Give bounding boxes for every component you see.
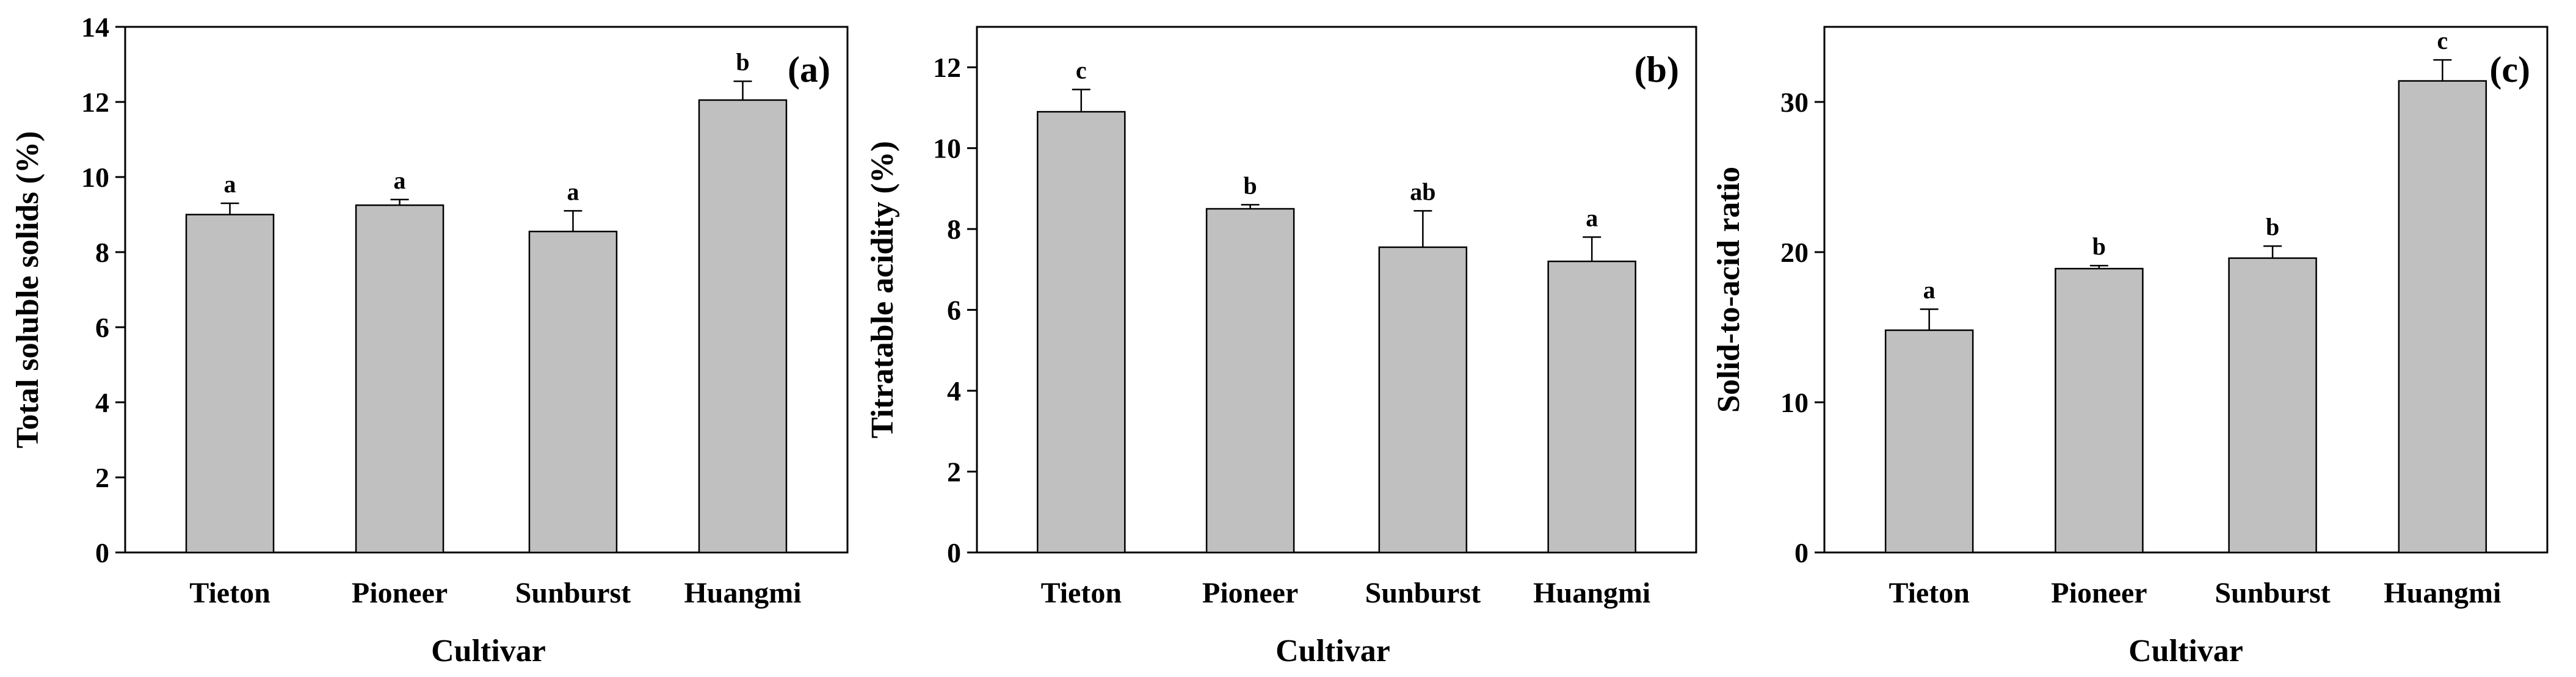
x-tick-label: Sunburst xyxy=(515,577,631,609)
bar-tieton xyxy=(185,214,275,554)
significance-label: a xyxy=(1586,204,1598,231)
plot-frame xyxy=(1823,26,2549,554)
significance-label: a xyxy=(394,167,406,194)
significance-label: b xyxy=(1244,172,1257,199)
bar-tieton xyxy=(1884,329,1974,554)
y-axis-title: Titratable acidity (%) xyxy=(865,141,900,438)
x-tick-label: Sunburst xyxy=(1365,577,1481,609)
plot-frame xyxy=(124,26,849,554)
x-tick-label: Sunburst xyxy=(2215,577,2330,609)
y-tick-label: 12 xyxy=(933,52,961,83)
x-axis-title: Cultivar xyxy=(2128,634,2243,668)
x-tick-label: Tieton xyxy=(1888,577,1969,609)
x-tick-label: Pioneer xyxy=(352,577,448,609)
y-tick-label: 2 xyxy=(947,457,961,488)
significance-label: b xyxy=(736,48,749,76)
significance-label: b xyxy=(2266,213,2279,241)
chart-panel-1: 0 2 4 6 8 10 12 14 a Tieton a Pioneer a Sunburst b Huan… xyxy=(10,12,849,668)
bar-huangmi xyxy=(1547,260,1636,554)
bar-huangmi xyxy=(2398,80,2487,554)
y-tick-label: 10 xyxy=(81,162,109,193)
y-tick-label: 6 xyxy=(947,295,961,326)
y-tick-label: 10 xyxy=(1780,387,1809,418)
bar-sunburst xyxy=(528,230,618,554)
x-tick-label: Pioneer xyxy=(1202,577,1298,609)
x-axis-title: Cultivar xyxy=(1275,634,1390,668)
bar-sunburst xyxy=(2228,257,2317,554)
x-tick-label: Huangmi xyxy=(1533,577,1650,609)
panel-label: (a) xyxy=(788,49,830,90)
significance-label: c xyxy=(2437,27,2448,54)
y-tick-label: 0 xyxy=(95,537,109,568)
y-axis-title: Total soluble solids (%) xyxy=(10,131,45,449)
significance-label: c xyxy=(1076,57,1087,84)
y-tick-label: 8 xyxy=(95,237,109,268)
significance-label: a xyxy=(567,178,579,205)
x-tick-label: Huangmi xyxy=(2384,577,2501,609)
significance-label: b xyxy=(2092,233,2106,260)
significance-label: a xyxy=(224,170,236,198)
y-tick-label: 12 xyxy=(81,87,109,118)
chart-panel-2: 0 2 4 6 8 10 12 c Tieton b Pioneer ab Sunburst a Huang… xyxy=(865,26,1697,668)
y-tick-label: 4 xyxy=(947,375,961,407)
y-axis-title: Solid-to-acid ratio xyxy=(1711,167,1746,413)
x-tick-label: Tieton xyxy=(1041,577,1122,609)
y-tick-label: 6 xyxy=(95,312,109,343)
bar-sunburst xyxy=(1378,246,1468,554)
panel-label: (b) xyxy=(1634,49,1679,90)
chart-panel-3: 0 10 20 30 a Tieton b Pioneer b Sunburst c Huangmi C… xyxy=(1711,26,2549,668)
significance-label: a xyxy=(1923,276,1936,303)
bar-pioneer xyxy=(1205,208,1295,554)
plot-frame xyxy=(976,26,1697,554)
x-tick-label: Pioneer xyxy=(2051,577,2147,609)
y-tick-label: 0 xyxy=(1794,537,1809,568)
significance-label: ab xyxy=(1410,178,1435,205)
panel-label: (c) xyxy=(2489,49,2530,90)
bar-pioneer xyxy=(2055,267,2144,554)
x-axis-title: Cultivar xyxy=(431,634,546,668)
bar-pioneer xyxy=(355,204,444,554)
x-tick-label: Huangmi xyxy=(684,577,801,609)
y-tick-label: 0 xyxy=(947,537,961,568)
y-tick-label: 20 xyxy=(1780,237,1809,268)
y-tick-label: 14 xyxy=(81,12,109,43)
y-tick-label: 8 xyxy=(947,214,961,245)
bar-huangmi xyxy=(698,99,788,554)
y-tick-label: 4 xyxy=(95,387,109,418)
y-tick-label: 2 xyxy=(95,462,109,493)
x-tick-label: Tieton xyxy=(189,577,270,609)
bar-tieton xyxy=(1037,110,1126,554)
y-tick-label: 30 xyxy=(1780,87,1809,118)
y-tick-label: 10 xyxy=(933,133,961,164)
